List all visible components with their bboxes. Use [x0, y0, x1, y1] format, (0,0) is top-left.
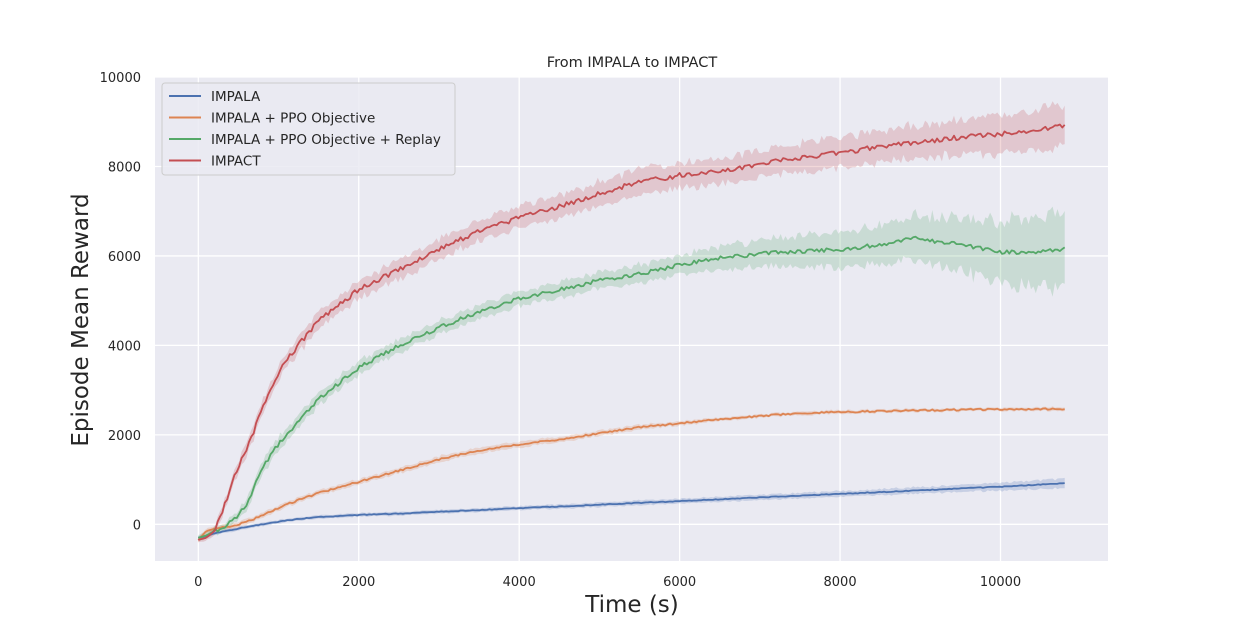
x-tick-label: 0 [194, 575, 202, 590]
x-tick-label: 2000 [342, 575, 375, 590]
y-tick-label: 2000 [108, 429, 141, 444]
series-line-1 [197, 407, 1065, 541]
x-tick-label: 10000 [980, 575, 1021, 590]
x-tick-label: 6000 [663, 575, 696, 590]
series-line-2 [198, 235, 1066, 539]
series-line-0 [198, 482, 1065, 539]
y-tick-label: 10000 [100, 71, 141, 86]
legend-label: IMPALA + PPO Objective + Replay [211, 132, 441, 148]
x-axis-label: Time (s) [584, 592, 679, 618]
y-tick-label: 8000 [108, 160, 141, 175]
series-band-3 [198, 101, 1065, 543]
series-lines [197, 123, 1066, 541]
legend-label: IMPALA [211, 89, 261, 105]
y-tick-label: 0 [133, 518, 141, 533]
y-tick-labels: 0 2000 4000 6000 8000 10000 [100, 71, 141, 533]
chart-title: From IMPALA to IMPACT [547, 55, 718, 71]
legend: IMPALA IMPALA + PPO Objective IMPALA + PPO… [161, 82, 456, 176]
x-tick-labels: 0 2000 4000 6000 8000 10000 [194, 575, 1021, 590]
series-band-2 [198, 206, 1065, 541]
x-tick-label: 4000 [503, 575, 536, 590]
gridlines [155, 76, 1108, 561]
y-tick-label: 6000 [108, 250, 141, 265]
legend-box [161, 82, 456, 176]
y-axis-label: Episode Mean Reward [68, 193, 94, 446]
legend-label: IMPALA + PPO Objective [211, 111, 375, 127]
series-line-3 [198, 123, 1066, 541]
legend-label: IMPACT [211, 154, 261, 170]
y-tick-label: 4000 [108, 339, 141, 354]
x-tick-label: 8000 [824, 575, 857, 590]
